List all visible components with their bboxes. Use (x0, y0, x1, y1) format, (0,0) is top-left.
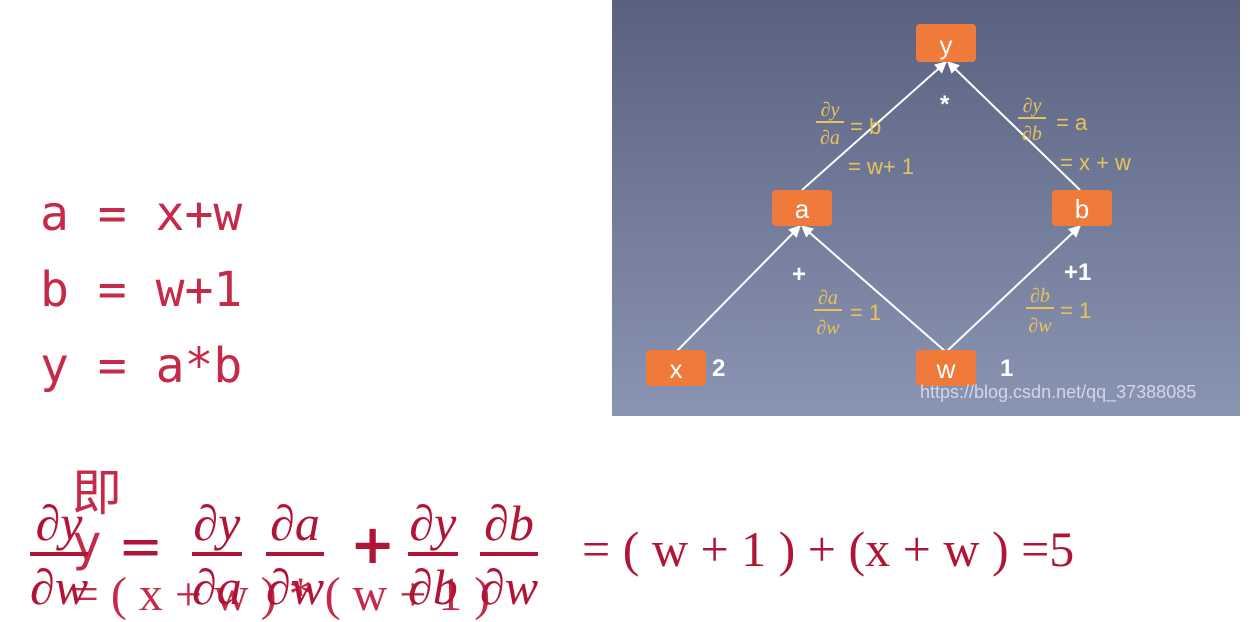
frac-da-dw: ∂a ∂w (266, 495, 325, 615)
edge-x-a (675, 225, 801, 353)
graph-background (612, 0, 1240, 416)
frac-da-dw-den: ∂w (266, 559, 325, 615)
equation-y: y = a*b (40, 338, 243, 394)
equation-b: b = w+1 (40, 262, 243, 318)
frac-dy-dw-bar (30, 552, 89, 556)
grad-dy-db-eq: = a (1056, 110, 1088, 135)
frac-dy-da-bar (192, 552, 242, 556)
grad-db-dw-den: ∂w (1028, 315, 1052, 337)
chain-equals: = (118, 515, 164, 578)
node-b (1052, 190, 1112, 226)
frac-db-dw-den: ∂w (480, 559, 539, 615)
frac-dy-db: ∂y ∂b (408, 498, 458, 612)
chain-result: = ( w + 1 ) + (x + w ) =5 (582, 521, 1075, 577)
node-x (646, 350, 706, 386)
edge-a-y (801, 61, 947, 191)
node-b-label: b (1075, 194, 1089, 224)
frac-dy-da: ∂y ∂a (192, 498, 242, 612)
frac-db-dw: ∂b ∂w (480, 495, 539, 615)
grad-dy-da-eq2: = w+ 1 (848, 154, 914, 179)
op-plus: + (792, 261, 806, 288)
node-a (772, 190, 832, 226)
op-plus-one: +1 (1064, 259, 1091, 286)
frac-da-dw-num: ∂a (270, 495, 320, 551)
grad-da-dw-eq: = 1 (850, 300, 881, 325)
grad-db-dw-eq: = 1 (1060, 298, 1091, 323)
edge-w-a (801, 225, 947, 353)
node-y (916, 24, 976, 62)
frac-dy-db-bar (408, 552, 458, 556)
grad-dy-da-den: ∂a (820, 127, 840, 149)
grad-dy-db-eq2: = x + w (1060, 150, 1131, 175)
watermark: https://blog.csdn.net/qq_37388085 (920, 382, 1196, 403)
equation-expanded-prefix: 即 (71, 464, 122, 522)
value-x: 2 (712, 355, 725, 382)
grad-db-dw-num: ∂b (1030, 285, 1050, 307)
grad-dy-db-den: ∂b (1022, 123, 1042, 145)
equation-a: a = x+w (40, 186, 243, 242)
node-w (916, 350, 976, 386)
grad-dy-da-num: ∂y (821, 99, 840, 121)
frac-dy-db-den: ∂b (408, 559, 458, 615)
grad-dy-db-num: ∂y (1023, 95, 1042, 117)
frac-db-dw-bar (480, 552, 539, 556)
edge-w-b (945, 225, 1081, 353)
equation-expanded-y: y (71, 514, 102, 572)
op-multiply: * (940, 91, 950, 118)
node-y-label: y (940, 30, 953, 60)
grad-da-dw-num: ∂a (818, 287, 838, 309)
equation-expanded: 即 y = ( x + w ) * ( w + 1 ) (40, 418, 490, 619)
node-w-label: w (936, 354, 956, 384)
frac-dy-dw-den: ∂w (30, 559, 89, 615)
frac-dy-da-den: ∂a (192, 559, 242, 615)
grad-da-dw-den: ∂w (816, 317, 840, 339)
value-w: 1 (1000, 355, 1013, 382)
frac-dy-dw: ∂y ∂w (30, 495, 89, 615)
edge-b-y (947, 61, 1081, 191)
grad-dy-da-eq: = b (850, 114, 881, 139)
frac-db-dw-num: ∂b (484, 495, 534, 551)
equation-expanded-rest: = ( x + w ) * ( w + 1 ) (71, 568, 491, 621)
frac-dy-db-num: ∂y (409, 495, 457, 551)
node-x-label: x (670, 354, 683, 384)
chain-plus: + (350, 513, 396, 576)
node-a-label: a (795, 194, 810, 224)
frac-dy-dw-num: ∂y (35, 495, 83, 551)
frac-da-dw-bar (266, 552, 325, 556)
frac-dy-da-num: ∂y (193, 495, 241, 551)
computation-graph: y a b x w 2 1 * + +1 ∂y ∂a ∂y ∂b ∂a ∂w ∂… (612, 0, 1240, 416)
